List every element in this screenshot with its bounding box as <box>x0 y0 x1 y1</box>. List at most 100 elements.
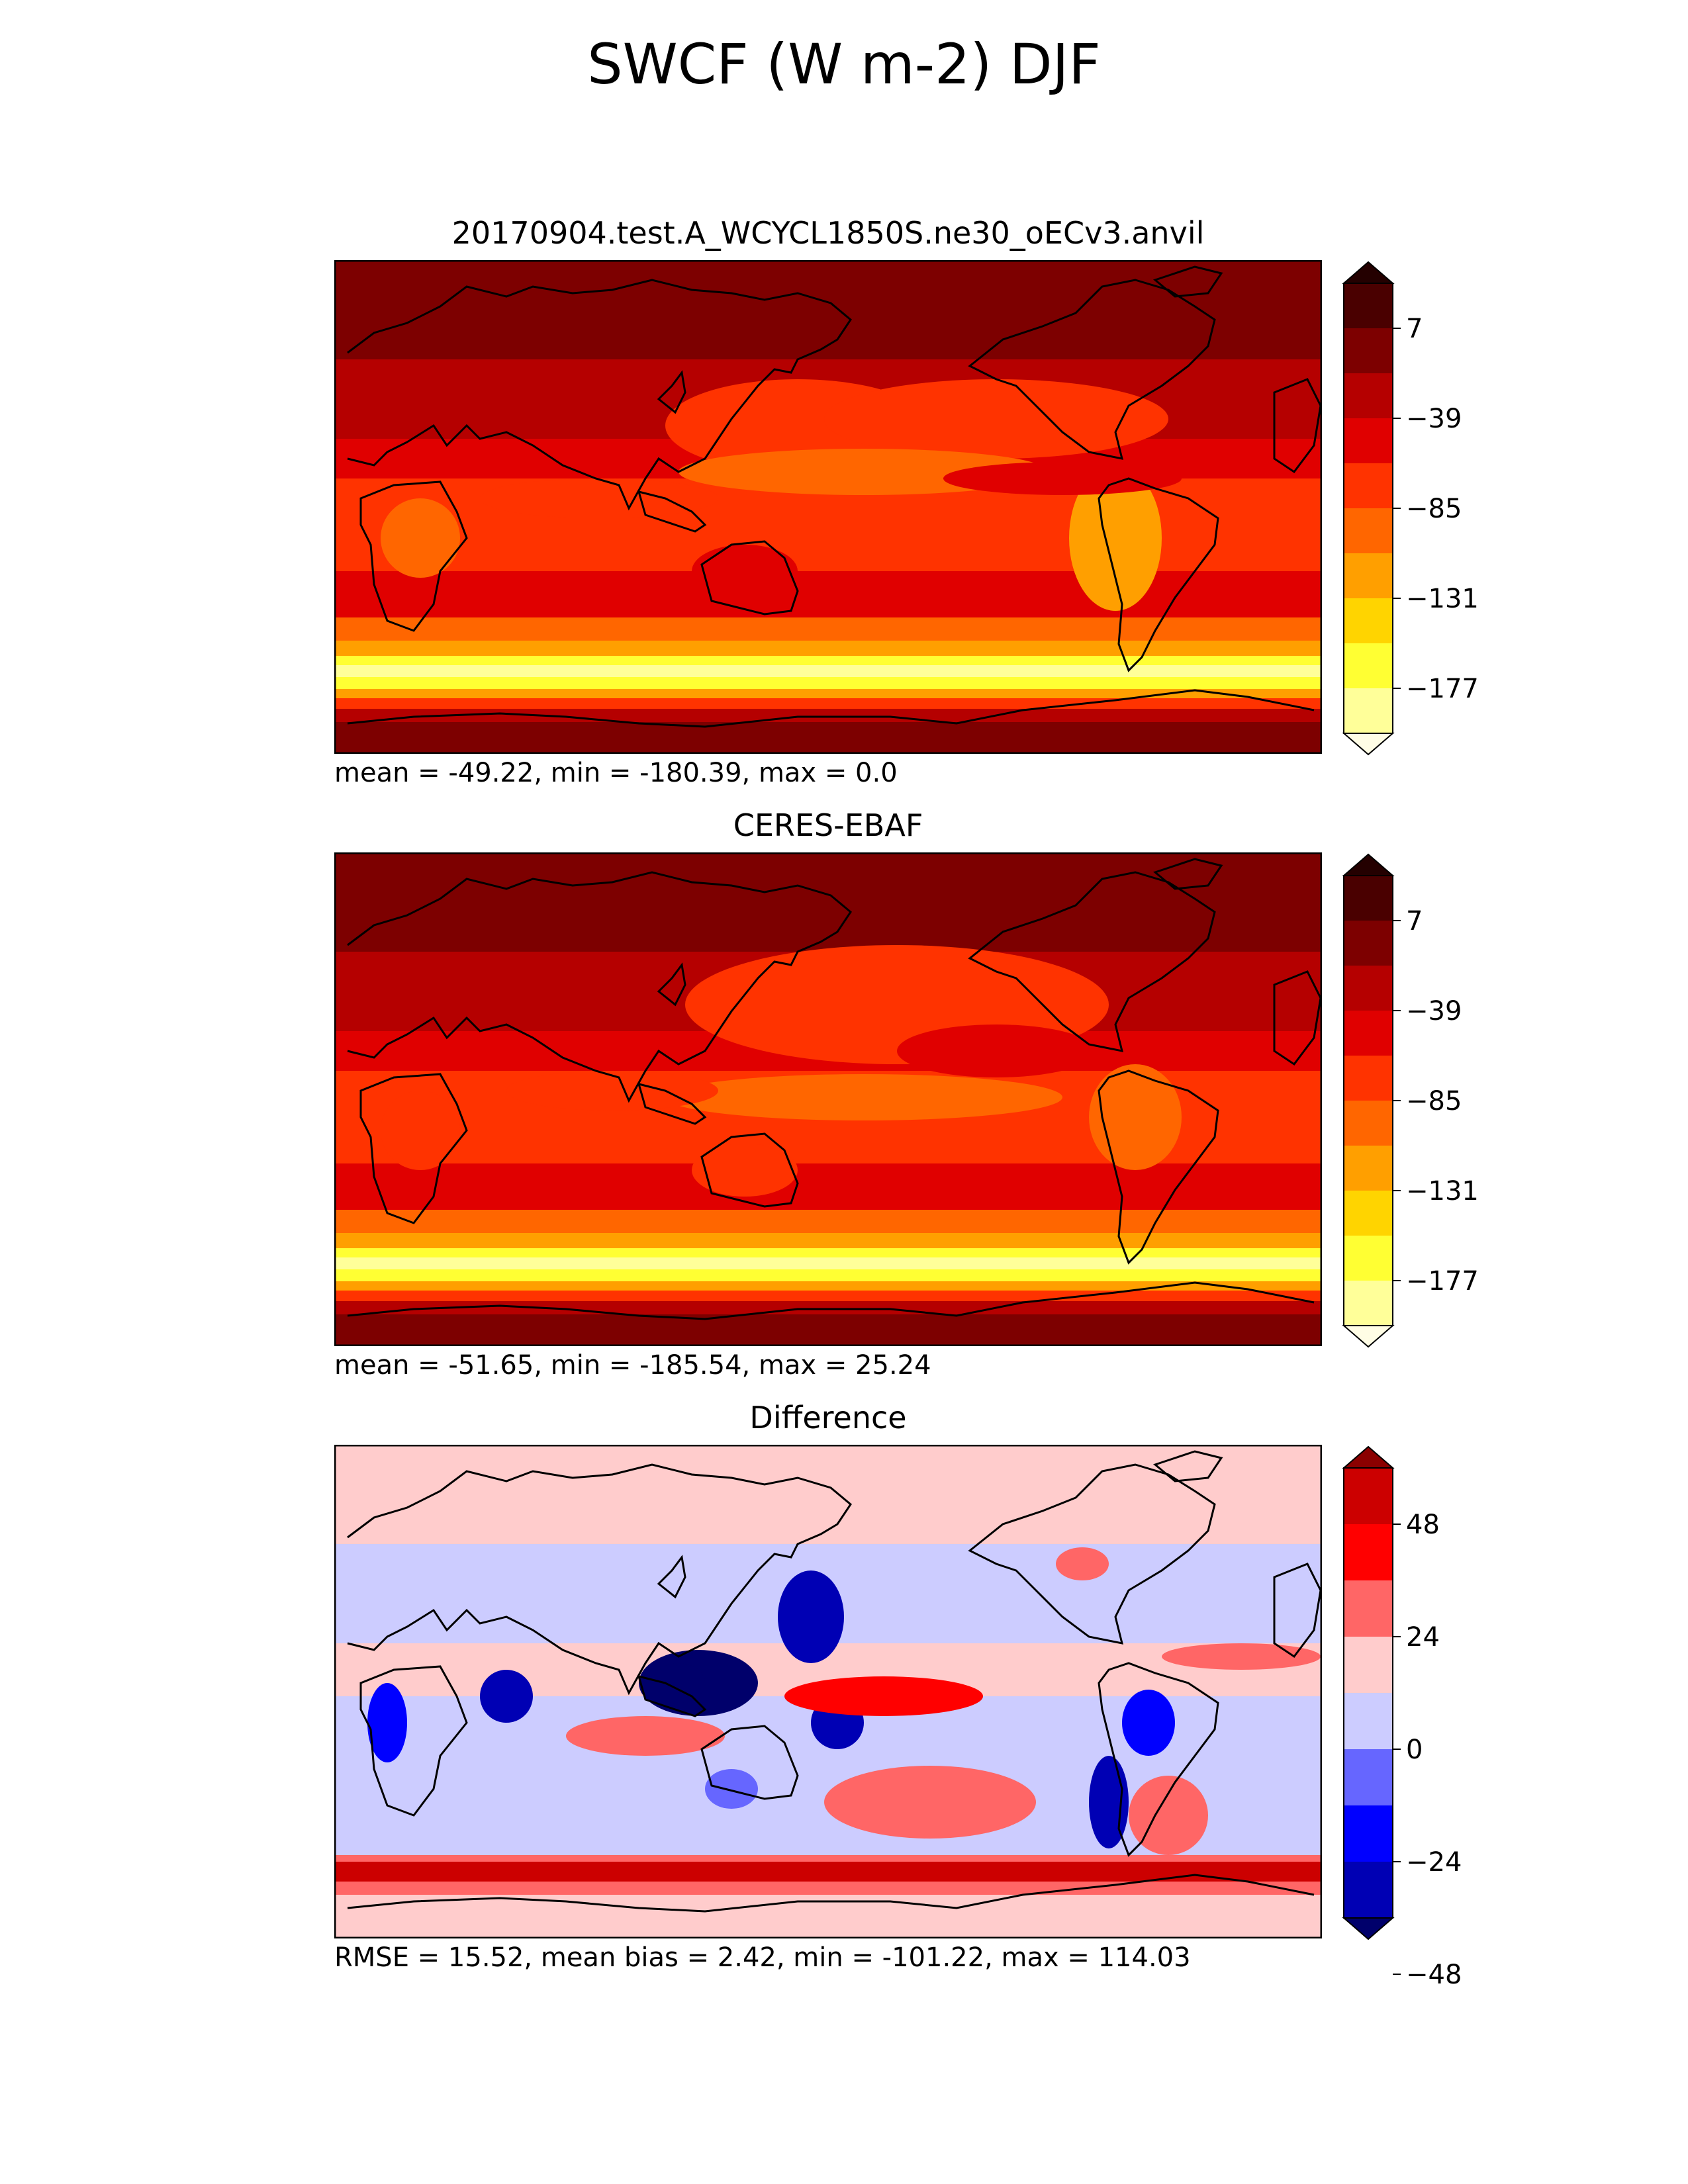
panel-1-map <box>334 260 1322 754</box>
field-region <box>1089 1756 1129 1848</box>
colorbar-tick-label: −177 <box>1406 1266 1479 1297</box>
colorbar-extend-max <box>1342 1445 1395 1469</box>
panel-3-map-svg <box>334 1445 1322 1938</box>
field-band <box>334 1210 1322 1236</box>
field-band <box>334 656 1322 666</box>
coastline <box>1152 1450 1223 1482</box>
coastline <box>968 871 1216 1052</box>
field-band <box>334 1281 1322 1293</box>
colorbar-swatch <box>1344 373 1393 419</box>
field-band <box>334 1163 1322 1210</box>
colorbar-tick-label: −39 <box>1406 996 1462 1026</box>
map-frame <box>334 1445 1322 1938</box>
colorbar-extend-min <box>1342 733 1395 756</box>
field-layer <box>334 260 1322 754</box>
colorbar-swatch <box>1344 553 1393 599</box>
colorbar-tick-label: 7 <box>1406 314 1423 344</box>
field-region <box>367 1683 407 1762</box>
field-layer <box>334 852 1322 1346</box>
field-region <box>665 1074 1062 1120</box>
field-band <box>334 709 1322 722</box>
panel-2-stats: mean = -51.65, min = -185.54, max = 25.2… <box>334 1350 931 1381</box>
field-band <box>334 1301 1322 1314</box>
coastline <box>657 962 686 1007</box>
colorbar-swatch <box>1344 643 1393 689</box>
colorbar-swatch <box>1344 966 1393 1011</box>
field-region <box>1162 1643 1321 1670</box>
colorbar-swatch <box>1344 1056 1393 1101</box>
colorbar-tick-label: −177 <box>1406 674 1479 704</box>
coastline <box>359 1073 468 1224</box>
field-region <box>692 545 798 598</box>
colorbar-swatch <box>1344 1468 1393 1525</box>
colorbar-tick-label: −48 <box>1406 1960 1462 1990</box>
colorbar-tick-label: 0 <box>1406 1735 1423 1765</box>
field-band <box>334 641 1322 657</box>
field-region <box>1129 1776 1208 1855</box>
colorbar-swatch <box>1344 508 1393 554</box>
panel-1-colorbar: 7 −39 −85 −131 −177 <box>1342 261 1479 756</box>
field-region <box>381 498 460 578</box>
field-layer <box>334 1445 1322 1938</box>
coastline <box>1152 265 1223 298</box>
coastline <box>968 279 1216 460</box>
coastline <box>1273 970 1322 1066</box>
panel-1-map-svg <box>334 260 1322 754</box>
colorbar-extend-max <box>1342 853 1395 876</box>
colorbar-frame <box>1343 1467 1393 1919</box>
field-band <box>334 689 1322 701</box>
colorbar-swatch <box>1344 1191 1393 1236</box>
coastline <box>347 1874 1315 1913</box>
colorbar-swatch <box>1344 1749 1393 1806</box>
field-band <box>334 1233 1322 1250</box>
map-frame <box>334 852 1322 1346</box>
coastline <box>700 540 799 615</box>
coastline <box>347 1463 852 1696</box>
coastlines <box>347 1450 1322 1913</box>
colorbar-swatch <box>1344 1862 1393 1919</box>
colorbar-swatch <box>1344 921 1393 966</box>
field-region <box>480 1670 533 1723</box>
coastline <box>657 1555 686 1599</box>
field-region <box>652 1663 705 1703</box>
coastline <box>1273 378 1322 474</box>
coastline <box>1273 1563 1322 1659</box>
colorbar-swatch <box>1344 283 1393 329</box>
colorbar-tick-label: 48 <box>1406 1510 1440 1540</box>
colorbar-extend-max <box>1342 261 1395 284</box>
coastline <box>700 1132 799 1208</box>
colorbar-tick-label: 24 <box>1406 1622 1440 1653</box>
colorbar-swatch <box>1344 1693 1393 1750</box>
colorbar-swatch <box>1344 1101 1393 1146</box>
map-frame <box>334 260 1322 754</box>
field-band <box>334 665 1322 678</box>
coastlines <box>347 265 1322 728</box>
panel-2-map-svg <box>334 852 1322 1346</box>
colorbar-swatch <box>1344 1524 1393 1581</box>
field-band <box>334 1248 1322 1258</box>
colorbar-swatch <box>1344 328 1393 374</box>
field-band <box>334 617 1322 644</box>
coastline <box>359 480 468 632</box>
field-region <box>943 462 1182 495</box>
field-region <box>824 379 1168 459</box>
field-band <box>334 1257 1322 1271</box>
field-band <box>334 531 1322 571</box>
field-band <box>334 1269 1322 1283</box>
field-region <box>1056 1547 1109 1580</box>
colorbar-swatch <box>1344 1281 1393 1326</box>
coastline <box>347 279 852 511</box>
figure-title: SWCF (W m-2) DJF <box>587 32 1101 97</box>
field-region <box>897 1024 1096 1077</box>
coastline <box>359 1665 468 1817</box>
field-band <box>334 571 1322 617</box>
coastline <box>1152 858 1223 890</box>
field-region <box>705 1769 758 1809</box>
colorbar-swatch <box>1344 1637 1393 1694</box>
panel-2-colorbar: 7 −39 −85 −131 −177 <box>1342 853 1479 1348</box>
coastline <box>637 1082 707 1125</box>
field-band <box>334 1291 1322 1301</box>
colorbar-swatch <box>1344 1805 1393 1862</box>
colorbar-swatch <box>1344 1580 1393 1637</box>
colorbar-tick-label: −24 <box>1406 1847 1462 1878</box>
